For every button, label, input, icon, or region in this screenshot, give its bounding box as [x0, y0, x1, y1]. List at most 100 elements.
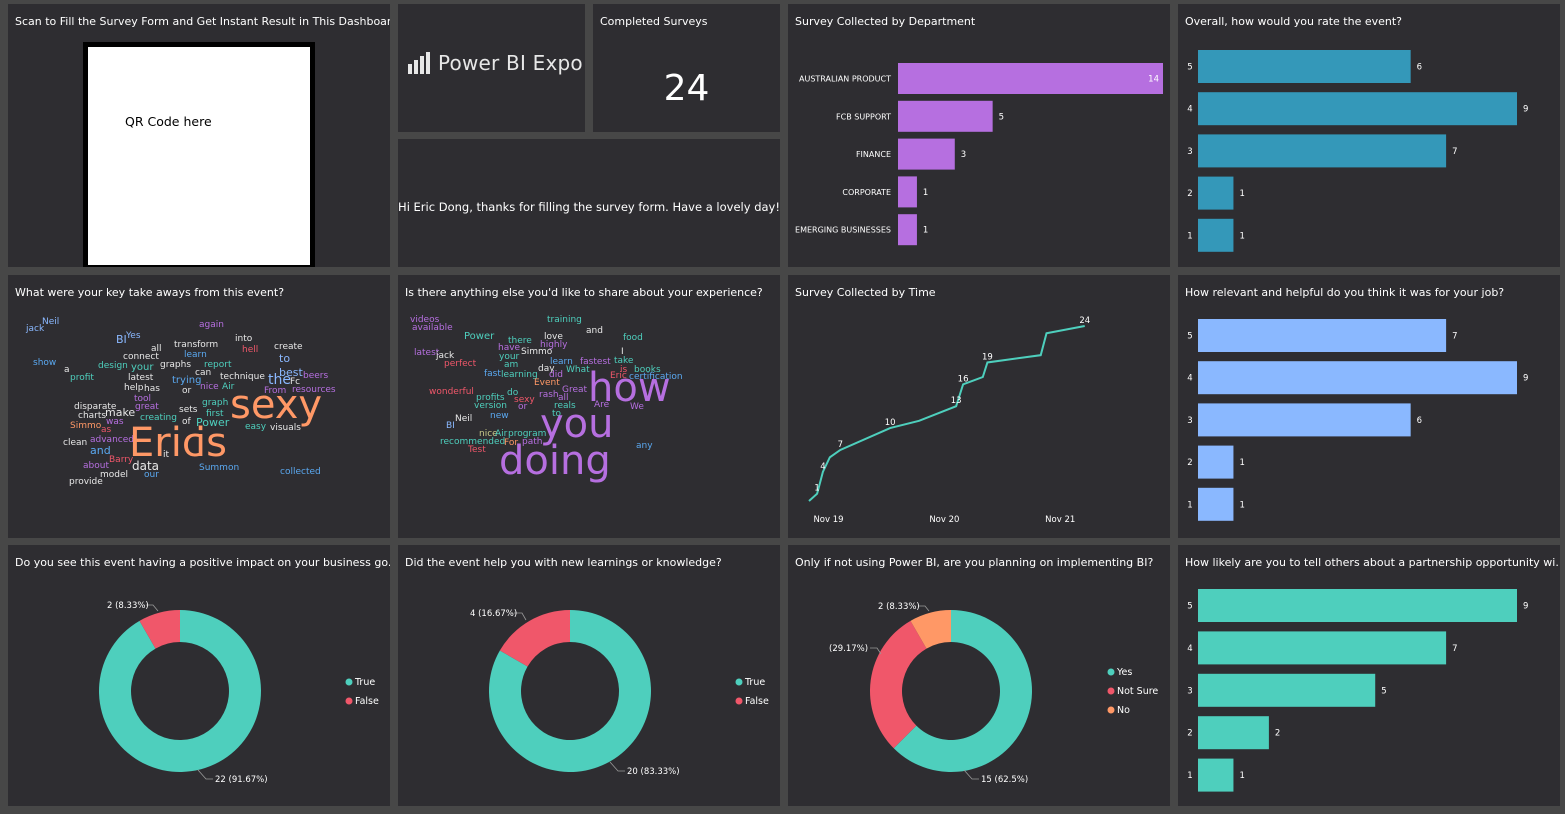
rate-chart-tile[interactable]: Overall, how would you rate the event? 5… — [1178, 4, 1560, 267]
logo-tile: Power BI Expo — [398, 4, 585, 132]
wordcloud-word: rash — [539, 390, 559, 400]
wordcloud-word: collected — [280, 467, 321, 477]
time-line-chart: 1 4 7 10 13 16 19 24 Nov 19 Nov 20 Nov 21 — [808, 316, 1090, 525]
impact-donut-tile[interactable]: Do you see this event having a positive … — [8, 545, 390, 806]
data-label: 9 — [1523, 105, 1528, 115]
wordcloud-word: any — [636, 441, 653, 451]
category-label: FINANCE — [856, 150, 891, 159]
slice-data-label: (29.17%) — [829, 644, 868, 654]
slice-not-sure — [870, 620, 927, 749]
wordcloud-word: how — [588, 365, 671, 411]
point-label: 7 — [838, 440, 843, 450]
wordcloud-word: take — [614, 356, 634, 366]
wordcloud-word: and — [90, 444, 111, 457]
rate-chart-title: Overall, how would you rate the event? — [1185, 15, 1402, 28]
data-label: 9 — [1523, 602, 1528, 612]
learn-donut-title: Did the event help you with new learning… — [405, 556, 722, 569]
wordcloud-word: love — [544, 332, 563, 342]
wordcloud-word: Event — [534, 378, 560, 388]
category-label: 1 — [1187, 771, 1192, 781]
data-label: 1 — [923, 188, 928, 198]
wordcloud-word: day — [538, 364, 555, 374]
bar-4 — [1198, 361, 1517, 395]
slice-data-label: 4 (16.67%) — [470, 609, 517, 619]
wordcloud-word: creating — [140, 413, 177, 423]
point-label: 4 — [820, 462, 825, 472]
dept-chart-tile[interactable]: Survey Collected by Department AUSTRALIA… — [788, 4, 1170, 267]
relevant-chart-tile[interactable]: How relevant and helpful do you think it… — [1178, 275, 1560, 538]
slice-data-label: 22 (91.67%) — [215, 775, 268, 785]
data-label: 7 — [1452, 147, 1457, 157]
wordcloud-word: videos — [410, 315, 440, 325]
wordcloud-word: jack — [26, 324, 45, 334]
wordcloud-word: BI — [116, 333, 127, 346]
category-label: CORPORATE — [842, 188, 891, 197]
partner-bar-chart: 5 9 4 7 3 5 2 2 1 1 — [1187, 589, 1528, 792]
wordcloud-word: disparate — [74, 402, 117, 412]
wordcloud-word: We — [630, 402, 644, 412]
share-wordcloud-tile[interactable]: Is there anything else you'd like to sha… — [398, 275, 780, 538]
wordcloud-word: do — [507, 388, 519, 398]
bar-3 — [1198, 134, 1447, 168]
wordcloud-word: learn — [550, 357, 573, 367]
data-label: 1 — [1239, 458, 1244, 468]
partner-chart-tile[interactable]: How likely are you to tell others about … — [1178, 545, 1560, 806]
category-label: 3 — [1187, 147, 1192, 157]
data-label: 5 — [999, 112, 1004, 122]
wordcloud-word: Neil — [42, 317, 60, 327]
point-label: 24 — [1079, 316, 1090, 326]
legend-marker — [1107, 668, 1115, 676]
implement-donut-title: Only if not using Power BI, are you plan… — [795, 556, 1154, 569]
takeaways-wordcloud-tile[interactable]: What were your key take aways from this … — [8, 275, 390, 538]
bar-1 — [1198, 218, 1234, 252]
wordcloud-word: sexy — [230, 382, 323, 428]
legend-marker — [735, 678, 743, 686]
bar-2 — [1198, 716, 1269, 750]
data-label: 6 — [1417, 416, 1422, 426]
x-tick-label: Nov 19 — [813, 515, 843, 525]
wordcloud-word: food — [623, 333, 643, 343]
bar-3 — [1198, 403, 1411, 437]
wordcloud-word: your — [131, 362, 154, 373]
data-label: 1 — [1239, 771, 1244, 781]
bar-2 — [1198, 445, 1234, 479]
data-label: 1 — [1239, 500, 1244, 510]
wordcloud-word: Air — [222, 382, 235, 392]
qr-code-image[interactable]: QR Code here — [83, 42, 315, 267]
category-label: 5 — [1187, 332, 1192, 342]
learn-donut-tile[interactable]: Did the event help you with new learning… — [398, 545, 780, 806]
wordcloud-word: perfect — [444, 359, 477, 369]
wordcloud-word: charts — [78, 411, 107, 421]
wordcloud-word: or — [182, 386, 192, 396]
wordcloud-word: help — [124, 383, 144, 393]
wordcloud-word: hell — [242, 345, 259, 355]
wordcloud-word: beers — [303, 371, 329, 381]
time-chart-title: Survey Collected by Time — [795, 286, 936, 299]
wordcloud-word: learning — [501, 370, 538, 380]
data-label: 9 — [1523, 374, 1528, 384]
wordcloud-word: and — [586, 326, 603, 336]
category-label: 1 — [1187, 231, 1192, 241]
wordcloud-word: did — [549, 370, 563, 380]
legend-marker — [1107, 687, 1115, 695]
wordcloud-word: Summon — [199, 463, 240, 473]
x-tick-label: Nov 21 — [1045, 515, 1075, 525]
time-chart-tile[interactable]: Survey Collected by Time 1 4 7 10 13 16 19 24 No… — [788, 275, 1170, 538]
survey-time-series-line — [808, 325, 1085, 502]
slice-data-label: 20 (83.33%) — [627, 767, 680, 777]
wordcloud-word: available — [412, 323, 453, 333]
leader-line — [514, 612, 527, 621]
wordcloud-word: or — [518, 402, 528, 412]
wordcloud-word: have — [498, 343, 521, 353]
wordcloud-word: nice — [479, 429, 498, 439]
implement-donut-tile[interactable]: Only if not using Power BI, are you plan… — [788, 545, 1170, 806]
wordcloud-word: all — [558, 393, 569, 403]
wordcloud-word: great — [135, 402, 159, 412]
wordcloud-word: connect — [123, 352, 159, 362]
wordcloud-word: I — [621, 347, 624, 357]
wordcloud-word: Eric — [129, 420, 204, 466]
leader-line — [609, 761, 625, 772]
bar-5 — [1198, 50, 1411, 83]
wordcloud-word: books — [634, 365, 661, 375]
data-label: 6 — [1417, 63, 1422, 73]
